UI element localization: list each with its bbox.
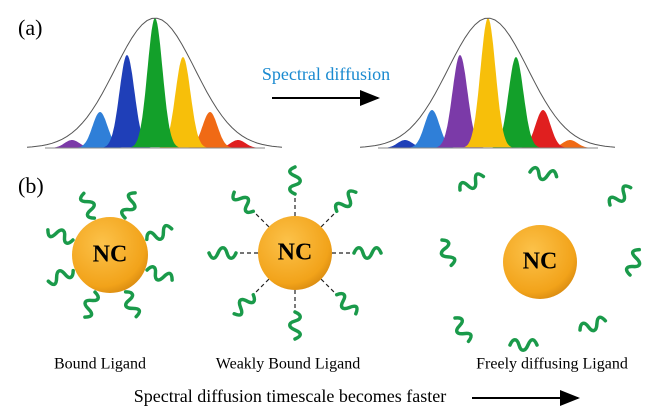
ligand — [450, 315, 473, 344]
core-label: NC — [278, 240, 313, 266]
ligand — [578, 316, 607, 335]
arrow-label: Spectral diffusion — [262, 64, 390, 84]
figure: (a) Spectral diffusion (b) NC Bound Ligan… — [0, 0, 648, 407]
weak-bond — [253, 279, 269, 295]
ligand — [457, 172, 486, 195]
ligand — [625, 248, 644, 277]
caption: Bound Ligand — [54, 356, 146, 373]
ligand — [290, 167, 301, 194]
weak-bond — [253, 211, 269, 227]
ligand — [79, 191, 99, 220]
footer: Spectral diffusion timescale becomes fas… — [134, 386, 447, 406]
panel-label: (a) — [18, 15, 42, 40]
caption: Weakly Bound Ligand — [216, 356, 360, 373]
ligand — [607, 184, 634, 209]
ligand — [46, 225, 75, 245]
caption: Freely diffusing Ligand — [476, 356, 628, 373]
ligand — [121, 290, 141, 319]
ligand — [46, 266, 75, 286]
weak-bond — [321, 279, 337, 295]
ligand — [120, 191, 140, 220]
ligand — [510, 340, 537, 351]
weak-bond — [321, 211, 337, 227]
ligand — [354, 248, 381, 259]
core-label: NC — [523, 249, 558, 275]
ligand — [333, 291, 360, 318]
ligand — [290, 312, 301, 339]
ligand — [230, 188, 257, 215]
ligand — [230, 291, 257, 318]
ligand — [145, 265, 174, 285]
panel-label: (b) — [18, 173, 44, 198]
ligand — [209, 248, 236, 259]
ligand — [80, 290, 100, 319]
core-label: NC — [93, 242, 128, 268]
ligand — [529, 167, 557, 182]
ligand — [333, 188, 360, 215]
ligand — [437, 238, 456, 267]
ligand — [145, 224, 174, 244]
